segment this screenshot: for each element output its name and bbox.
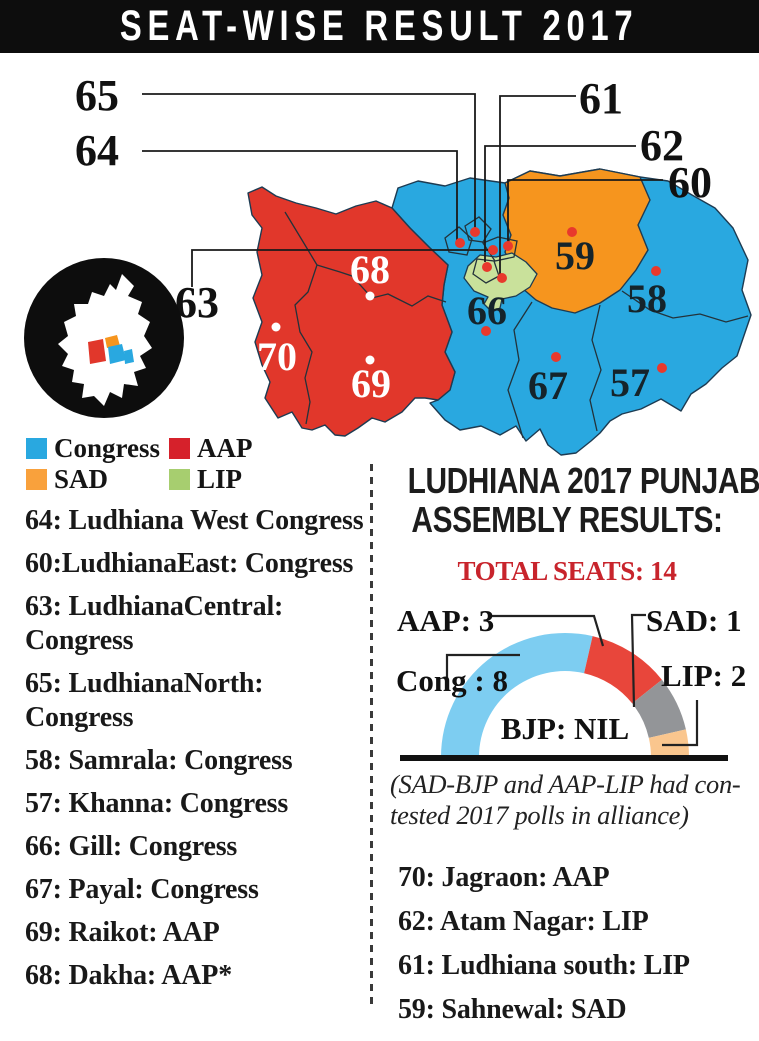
- legend-item-aap: AAP: [169, 433, 346, 463]
- map-region-sad-59: [502, 168, 651, 314]
- alliance-note-line2: tested 2017 polls in alliance): [390, 800, 689, 830]
- map-number-70: 70: [257, 334, 297, 379]
- list-item: 57: Khanna: Congress: [25, 788, 289, 819]
- left-seat-list: 64: Ludhiana West Congress 60:LudhianaEa…: [25, 504, 377, 1002]
- callout-lines: [142, 93, 663, 287]
- results-heading-line1: LUDHIANA 2017 PUNJAB: [407, 460, 759, 501]
- donut-segment-gray: [632, 679, 686, 738]
- total-seats: TOTAL SEATS: 14: [457, 556, 677, 586]
- chart-label-sad: SAD: 1: [646, 603, 742, 638]
- chart-baseline: [400, 755, 728, 761]
- list-item: 68: Dakha: AAP*: [25, 960, 233, 991]
- list-item: 67: Payal: Congress: [25, 874, 259, 905]
- list-item: 66: Gill: Congress: [25, 831, 238, 862]
- callout-64: 64: [75, 126, 119, 175]
- list-item: 62: Atam Nagar: LIP: [398, 906, 649, 937]
- list-item: 64: Ludhiana West Congress: [25, 505, 364, 536]
- donut-segment-peach: [648, 729, 689, 757]
- legend-item-congress: Congress: [26, 433, 169, 463]
- chart-label-cong: Cong : 8: [396, 663, 508, 698]
- congress-swatch: [26, 438, 47, 459]
- punjab-silhouette: [58, 274, 152, 406]
- results-half-donut-chart: [400, 613, 728, 761]
- punjab-inset: [24, 258, 184, 418]
- callout-60: 60: [668, 158, 712, 207]
- callout-62: 62: [640, 121, 684, 170]
- legend-label: AAP: [197, 433, 253, 463]
- legend-label: LIP: [197, 464, 243, 494]
- list-item: 65: LudhianaNorth: Congress: [25, 668, 264, 733]
- donut-segment-congress: [441, 632, 593, 757]
- list-item: 60:LudhianaEast: Congress: [25, 548, 354, 579]
- header-bar: SEAT-WISE RESULT 2017: [0, 0, 759, 53]
- map-number-59: 59: [555, 233, 595, 278]
- right-seat-list: 70: Jagraon: AAP 62: Atam Nagar: LIP 61:…: [398, 861, 750, 1037]
- aap-swatch: [169, 438, 190, 459]
- legend-item-lip: LIP: [169, 464, 346, 494]
- map-number-58: 58: [627, 276, 667, 321]
- page-title: SEAT-WISE RESULT 2017: [120, 2, 639, 50]
- list-item: 59: Sahnewal: SAD: [398, 994, 627, 1025]
- inset-district-highlight: [88, 335, 134, 364]
- map-number-57: 57: [610, 360, 650, 405]
- list-item: 63: LudhianaCentral: Congress: [25, 591, 284, 656]
- legend-label: SAD: [54, 464, 109, 494]
- legend-item-sad: SAD: [26, 464, 169, 494]
- alliance-note-line1: (SAD-BJP and AAP-LIP had con-: [390, 769, 741, 799]
- chart-label-bjp: BJP: NIL: [500, 711, 630, 746]
- results-heading: LUDHIANA 2017 PUNJAB ASSEMBLY RESULTS:: [375, 461, 759, 539]
- list-item: 69: Raikot: AAP: [25, 917, 220, 948]
- seat-dots-red: [455, 227, 667, 373]
- constituency-map: 68 70 69 66 59 58 67 57 65 64 61 62 60 6…: [24, 71, 752, 456]
- callout-65: 65: [75, 71, 119, 120]
- chart-label-lip: LIP: 2: [661, 658, 747, 693]
- map-number-66: 66: [467, 288, 507, 333]
- legend-label: Congress: [54, 433, 161, 463]
- alliance-note: (SAD-BJP and AAP-LIP had con- tested 201…: [390, 769, 750, 831]
- map-number-67: 67: [528, 363, 568, 408]
- chart-label-aap: AAP: 3: [397, 603, 495, 638]
- map-legend: Congress AAP SAD LIP: [26, 433, 346, 494]
- lip-swatch: [169, 469, 190, 490]
- donut-segment-aap: [584, 636, 662, 704]
- list-item: 61: Ludhiana south: LIP: [398, 950, 690, 981]
- results-heading-line2: ASSEMBLY RESULTS:: [411, 499, 723, 540]
- map-number-69: 69: [351, 361, 391, 406]
- list-item: 70: Jagraon: AAP: [398, 862, 610, 893]
- dashed-divider: [370, 464, 373, 1006]
- chart-pointer-lines: [445, 613, 699, 747]
- map-number-68: 68: [350, 247, 390, 292]
- callout-63: 63: [175, 278, 219, 327]
- callout-61: 61: [579, 74, 623, 123]
- sad-swatch: [26, 469, 47, 490]
- list-item: 58: Samrala: Congress: [25, 745, 293, 776]
- seat-dots-white: [271, 291, 375, 365]
